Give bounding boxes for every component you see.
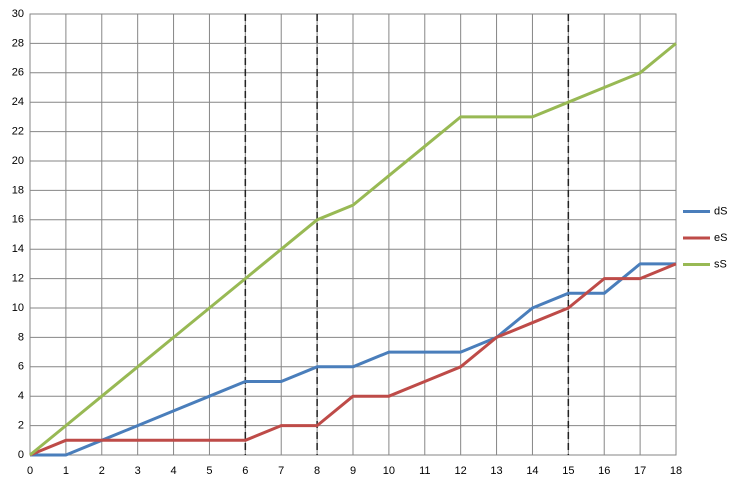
series-line: [29, 262, 677, 457]
y-tick-label: 0: [18, 449, 24, 461]
y-tick-label: 4: [18, 390, 24, 402]
x-tick-label: 3: [135, 465, 141, 477]
y-tick-label: 16: [12, 214, 24, 226]
x-tick-label: 4: [170, 465, 176, 477]
x-tick-label: 10: [383, 465, 395, 477]
y-tick-label: 6: [18, 361, 24, 373]
plot-border: [29, 13, 677, 456]
x-tick-label: 9: [350, 465, 356, 477]
y-tick-label: 10: [12, 302, 24, 314]
y-tick-label: 20: [12, 155, 24, 167]
x-tick-label: 8: [314, 465, 320, 477]
x-tick-label: 7: [278, 465, 284, 477]
y-tick-label: 24: [12, 96, 24, 108]
y-tick-label: 8: [18, 331, 24, 343]
x-tick-label: 18: [670, 465, 682, 477]
x-tick-label: 6: [242, 465, 248, 477]
y-tick-label: 28: [12, 37, 24, 49]
x-tick-label: 15: [562, 465, 574, 477]
y-tick-label: 26: [12, 67, 24, 79]
legend-label: eS: [714, 232, 727, 244]
legend-label: sS: [714, 258, 727, 270]
x-tick-label: 5: [206, 465, 212, 477]
x-tick-label: 17: [634, 465, 646, 477]
x-tick-label: 14: [526, 465, 538, 477]
y-tick-label: 14: [12, 243, 24, 255]
x-tick-label: 13: [490, 465, 502, 477]
y-tick-label: 18: [12, 184, 24, 196]
x-tick-label: 1: [63, 465, 69, 477]
x-tick-label: 2: [99, 465, 105, 477]
y-tick-label: 12: [12, 273, 24, 285]
legend-label: dS: [714, 205, 727, 217]
y-tick-label: 30: [12, 8, 24, 20]
x-tick-label: 16: [598, 465, 610, 477]
x-tick-label: 11: [419, 465, 430, 477]
x-tick-label: 0: [27, 465, 33, 477]
series-line: [30, 262, 676, 457]
series-line: [29, 42, 677, 457]
y-tick-label: 22: [12, 126, 24, 138]
y-tick-label: 2: [18, 420, 24, 432]
x-tick-label: 12: [455, 465, 467, 477]
